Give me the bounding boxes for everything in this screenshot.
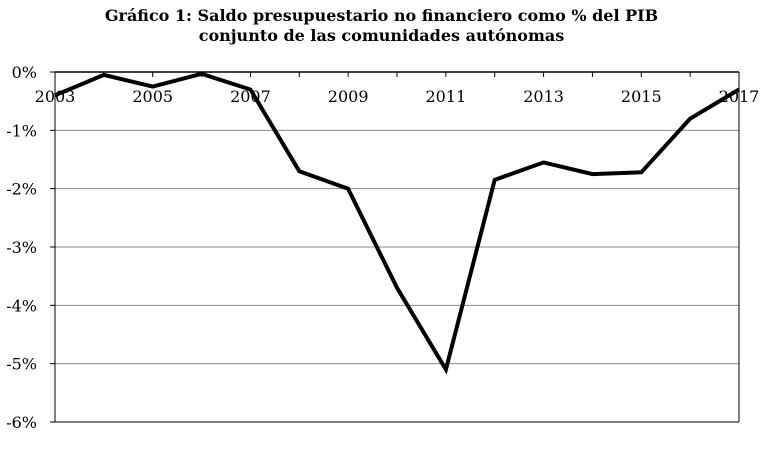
x-tick-label: 2011 xyxy=(425,87,466,106)
chart-title: Gráfico 1: Saldo presupuestario no finan… xyxy=(0,6,763,46)
chart-title-line-1: Gráfico 1: Saldo presupuestario no finan… xyxy=(104,6,659,25)
y-tick-label: -5% xyxy=(6,355,37,374)
chart-title-line-2: conjunto de las comunidades autónomas xyxy=(198,26,565,45)
y-tick-label: -3% xyxy=(6,238,37,257)
x-tick-label: 2017 xyxy=(719,87,760,106)
x-tick-label: 2007 xyxy=(230,87,271,106)
x-tick-label: 2013 xyxy=(523,87,564,106)
y-tick-label: -1% xyxy=(6,121,37,140)
series-line xyxy=(54,71,741,375)
y-tick-label: 0% xyxy=(12,63,37,82)
x-tick-label: 2009 xyxy=(328,87,369,106)
y-tick-label: -2% xyxy=(6,180,37,199)
x-tick-label: 2015 xyxy=(621,87,662,106)
y-tick-label: -6% xyxy=(6,413,37,432)
x-tick-label: 2005 xyxy=(132,87,173,106)
y-tick-label: -4% xyxy=(6,296,37,315)
